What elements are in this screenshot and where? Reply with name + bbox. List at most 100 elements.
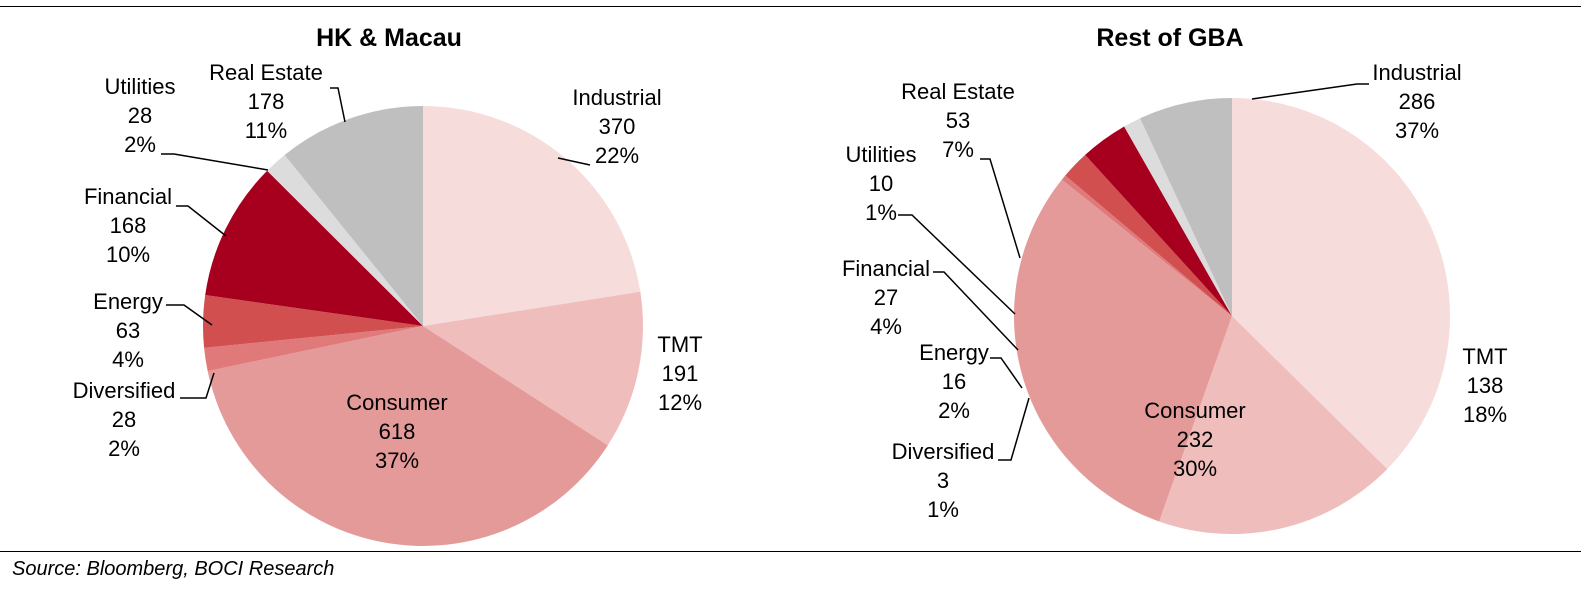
slice-label-industrial: Industrial 370 22% — [572, 85, 661, 168]
slice-label-percent: 11% — [245, 118, 287, 143]
pie-slice-financial — [205, 170, 423, 326]
leader-line-diversified — [180, 372, 215, 399]
leader-line-utilities — [161, 153, 269, 171]
pie-slice-tmt — [1159, 316, 1388, 535]
slice-label-percent: 12% — [658, 390, 702, 415]
bottom-rule — [0, 551, 1581, 552]
slice-label-diversified: Diversified 28 2% — [73, 378, 176, 461]
pie-slice-utilities — [1124, 118, 1232, 316]
slice-label-percent: 1% — [927, 497, 959, 522]
slice-label-percent: 30% — [1173, 456, 1217, 481]
slice-label-value: 28 — [112, 407, 136, 432]
slice-label-value: 63 — [116, 318, 140, 343]
slice-label-value: 3 — [937, 468, 949, 493]
slice-label-name: Utilities — [846, 142, 917, 167]
slice-label-industrial: Industrial 286 37% — [1372, 60, 1461, 143]
slice-label-name: TMT — [1462, 344, 1507, 369]
slice-label-percent: 1% — [865, 200, 897, 225]
slice-label-value: 27 — [874, 285, 898, 310]
slice-label-percent: 2% — [108, 436, 140, 461]
slice-label-financial: Financial 27 4% — [842, 256, 930, 339]
slice-label-percent: 10% — [106, 242, 150, 267]
leader-line-financial — [176, 205, 227, 237]
slice-label-name: Financial — [842, 256, 930, 281]
pie-slice-energy — [1065, 154, 1232, 316]
slice-label-percent: 2% — [938, 398, 970, 423]
pie-slice-consumer — [207, 326, 608, 547]
top-rule — [0, 6, 1581, 7]
chart-title: Rest of GBA — [1096, 24, 1243, 52]
slice-label-name: Energy — [919, 340, 989, 365]
slice-label-percent: 4% — [112, 347, 144, 372]
leader-line-utilities — [898, 214, 1016, 315]
slice-label-real-estate: Real Estate 53 7% — [901, 79, 1015, 162]
slice-label-energy: Energy 16 2% — [919, 340, 989, 423]
slice-label-value: 53 — [946, 108, 970, 133]
slice-label-value: 168 — [110, 213, 147, 238]
slice-label-name: Industrial — [572, 85, 661, 110]
pie-chart-rest-of-gba: Rest of GBA Industrial 286 37%TMT 138 18%Con… — [842, 24, 1508, 535]
slice-label-tmt: TMT 138 18% — [1462, 344, 1507, 427]
pie-slice-utilities — [267, 154, 423, 326]
slice-label-name: Real Estate — [901, 79, 1015, 104]
slice-label-name: Diversified — [892, 439, 995, 464]
chart-title: HK & Macau — [316, 24, 462, 52]
slice-label-value: 178 — [248, 89, 285, 114]
slice-label-name: Financial — [84, 184, 172, 209]
leader-line-energy — [166, 304, 213, 326]
slice-label-value: 10 — [869, 171, 893, 196]
slice-label-value: 232 — [1177, 427, 1214, 452]
slice-label-real-estate: Real Estate 178 11% — [209, 60, 323, 143]
slice-label-percent: 2% — [124, 132, 156, 157]
pie-slice-industrial — [423, 106, 641, 326]
slice-label-energy: Energy 63 4% — [93, 289, 163, 372]
slice-label-consumer: Consumer 618 37% — [346, 390, 447, 473]
slice-label-value: 138 — [1467, 373, 1504, 398]
pie-slice-financial — [1085, 126, 1232, 316]
pie-slice-diversified — [1061, 175, 1232, 316]
leader-line-real-estate — [330, 87, 346, 123]
slice-label-name: Utilities — [105, 74, 176, 99]
slice-label-value: 370 — [599, 114, 636, 139]
slice-label-name: Energy — [93, 289, 163, 314]
leader-line-real-estate — [980, 158, 1021, 259]
slice-label-percent: 22% — [595, 143, 639, 168]
slice-label-name: Industrial — [1372, 60, 1461, 85]
slice-label-utilities: Utilities 28 2% — [105, 74, 176, 157]
slice-label-percent: 7% — [942, 137, 974, 162]
slice-label-percent: 18% — [1463, 402, 1507, 427]
slice-label-value: 28 — [128, 103, 152, 128]
slice-label-percent: 37% — [1395, 118, 1439, 143]
slice-label-percent: 37% — [375, 448, 419, 473]
pie-slice-energy — [203, 294, 423, 348]
pie-slice-real-estate — [284, 105, 423, 326]
leader-line-diversified — [998, 397, 1030, 461]
slice-label-name: Real Estate — [209, 60, 323, 85]
slice-label-name: Consumer — [346, 390, 447, 415]
pie-slice-consumer — [1013, 179, 1232, 522]
slice-label-diversified: Diversified 3 1% — [892, 439, 995, 522]
leader-line-industrial — [557, 157, 591, 166]
slice-label-name: Consumer — [1144, 398, 1245, 423]
leader-line-financial — [933, 271, 1019, 351]
slice-label-value: 618 — [379, 419, 416, 444]
slice-label-financial: Financial 168 10% — [84, 184, 172, 267]
slice-label-name: TMT — [657, 332, 702, 357]
leader-line-industrial — [1251, 83, 1369, 100]
slice-label-utilities: Utilities 10 1% — [846, 142, 917, 225]
pie-charts: HK & Macau Industrial 370 22% TMT 191 12% Cons… — [73, 24, 1508, 547]
pie-chart-hk-macau: HK & Macau Industrial 370 22% TMT 191 12% Cons… — [73, 24, 703, 547]
slice-label-percent: 4% — [870, 314, 902, 339]
pie-slice-diversified — [204, 326, 423, 372]
slice-label-value: 286 — [1399, 89, 1436, 114]
slice-label-name: Diversified — [73, 378, 176, 403]
slice-label-value: 16 — [942, 369, 966, 394]
leader-line-energy — [990, 357, 1023, 389]
slice-label-tmt: TMT 191 12% — [657, 332, 702, 415]
source-note: Source: Bloomberg, BOCI Research — [12, 558, 335, 580]
slice-label-consumer: Consumer 232 30% — [1144, 398, 1245, 481]
slice-label-value: 191 — [662, 361, 699, 386]
pie-slice-industrial — [1232, 98, 1450, 470]
pie-slice-tmt — [423, 291, 643, 446]
pie-slice-real-estate — [1140, 98, 1232, 316]
